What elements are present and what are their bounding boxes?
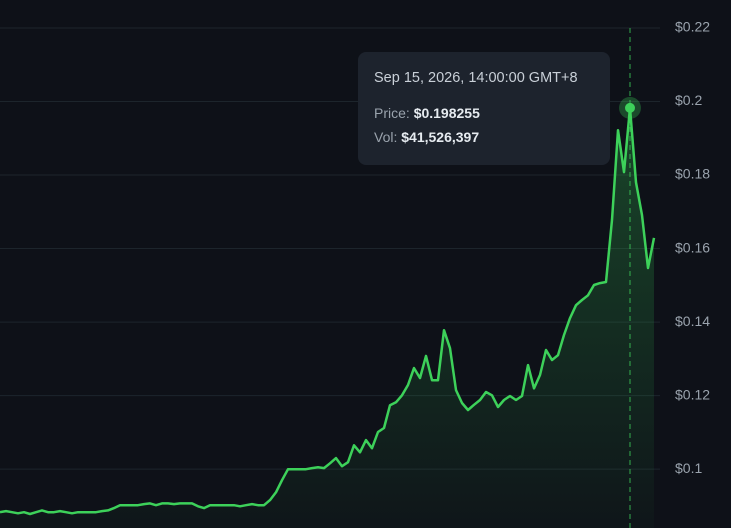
y-tick-label: $0.12 — [675, 386, 710, 402]
vol-label: Vol: — [374, 129, 397, 145]
highlight-point — [625, 102, 635, 113]
price-value: $0.198255 — [414, 105, 480, 121]
tooltip-date: Sep 15, 2026, 14:00:00 GMT+8 — [374, 70, 578, 86]
vol-value: $41,526,397 — [401, 129, 479, 145]
price-line — [0, 106, 656, 516]
tooltip-box — [358, 52, 610, 165]
y-tick-label: $0.14 — [675, 313, 710, 329]
y-tick-label: $0.16 — [675, 239, 710, 255]
tooltip-vol-label: Vol: $41,526,397 — [374, 129, 479, 145]
y-tick-label: $0.18 — [675, 166, 710, 182]
price-label: Price: — [374, 105, 410, 121]
y-tick-label: $0.22 — [675, 19, 710, 35]
tooltip-price-label: Price: $0.198255 — [374, 105, 480, 121]
area — [0, 107, 654, 528]
tooltip: Sep 15, 2026, 14:00:00 GMT+8 Price: $0.1… — [358, 52, 610, 165]
y-tick-label: $0.1 — [675, 460, 702, 476]
y-tick-label: $0.2 — [675, 92, 702, 108]
